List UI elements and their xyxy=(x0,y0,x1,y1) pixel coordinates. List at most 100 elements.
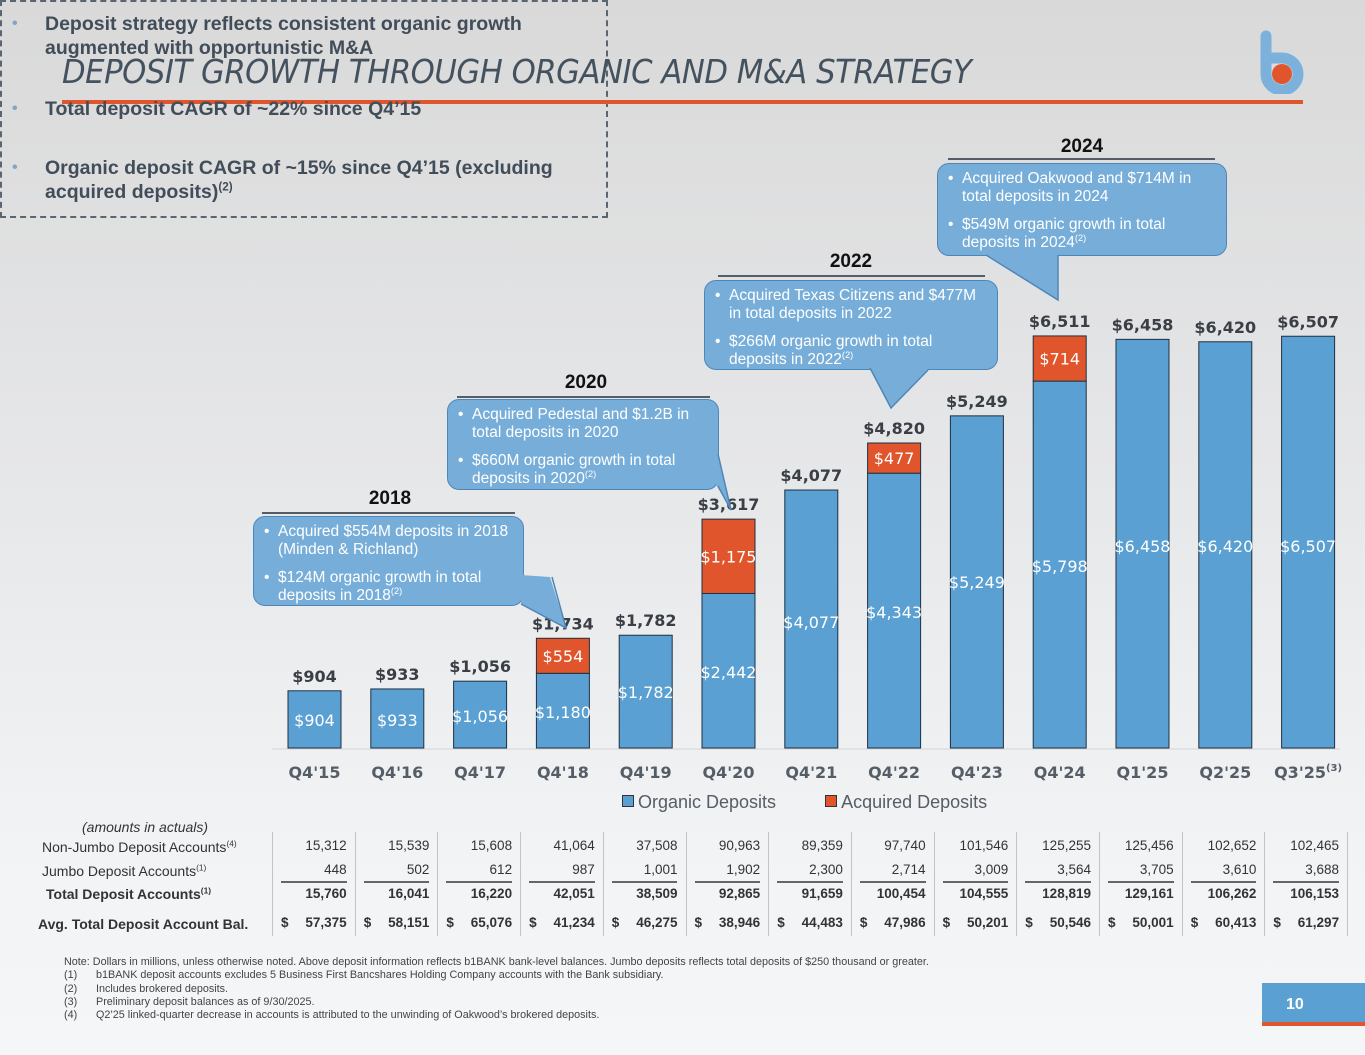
column-divider xyxy=(602,832,604,936)
currency-symbol: $ xyxy=(942,915,951,930)
table-cell: 1,902 xyxy=(726,862,761,877)
table-cell: 92,865 xyxy=(718,886,761,901)
table-cell: 2,714 xyxy=(891,862,926,877)
column-divider xyxy=(272,832,273,936)
table-cell: 3,688 xyxy=(1305,862,1340,877)
table-cell: 104,555 xyxy=(959,886,1009,901)
table-cell: 125,255 xyxy=(1042,838,1091,853)
bar-label-acquired: $714 xyxy=(1039,350,1080,369)
bar-label-organic: $4,343 xyxy=(866,603,922,622)
bar-label-acquired: $1,175 xyxy=(701,547,757,566)
bar-total-label: $1,056 xyxy=(449,657,511,676)
callout-2020: Acquired Pedestal and $1.2B in total dep… xyxy=(447,399,719,490)
callout-pointer xyxy=(869,367,930,410)
subtotal-underline xyxy=(281,881,347,883)
row-label-total: Total Deposit Accounts(1) xyxy=(46,885,212,902)
year-rule xyxy=(457,396,710,398)
callout-bullet: Acquired $554M deposits in 2018 (Minden … xyxy=(262,523,515,559)
callout-bullet: $124M organic growth in total deposits i… xyxy=(262,569,515,605)
currency-symbol: $ xyxy=(611,915,620,930)
table-cell: 60,413 xyxy=(1215,915,1257,930)
year-rule xyxy=(262,512,515,514)
callout-pointer xyxy=(700,452,732,511)
x-tick-label: Q4'20 xyxy=(703,763,755,782)
table-cell: 89,359 xyxy=(801,838,843,853)
bar-acquired xyxy=(701,518,756,594)
bar-organic xyxy=(784,489,839,749)
summary-text: Total deposit CAGR of ~22% since Q4’15 xyxy=(45,98,422,120)
bar-acquired xyxy=(535,637,590,674)
summary-item: • Total deposit CAGR of ~22% since Q4’15 xyxy=(12,97,597,121)
callout-bullet: Acquired Texas Citizens and $477M in tot… xyxy=(713,287,989,323)
callout-pointer xyxy=(984,253,1059,302)
column-divider xyxy=(520,832,522,936)
currency-symbol: $ xyxy=(1190,915,1199,930)
bullet-icon: • xyxy=(12,159,18,176)
table-cell: 61,297 xyxy=(1297,915,1340,930)
bar-organic xyxy=(287,690,342,749)
year-rule xyxy=(948,158,1215,160)
callout-bullet: Acquired Pedestal and $1.2B in total dep… xyxy=(456,406,710,442)
footnotes: Note: Dollars in millions, unless otherw… xyxy=(64,956,929,1022)
currency-symbol: $ xyxy=(281,915,289,930)
bar-total-label: $6,507 xyxy=(1277,312,1339,331)
x-tick-label: Q2'25 xyxy=(1199,763,1251,782)
x-tick-label: Q1'25 xyxy=(1117,763,1169,782)
column-divider xyxy=(768,832,770,936)
title-divider xyxy=(62,100,1303,104)
footnote-ref: (2) xyxy=(218,180,233,194)
table-cell: 106,153 xyxy=(1290,886,1340,901)
bar-organic xyxy=(618,634,673,749)
table-cell: 102,652 xyxy=(1207,838,1257,853)
bar-label-acquired: $477 xyxy=(874,449,915,468)
table-cell: 3,564 xyxy=(1057,862,1091,877)
legend-item-acquired: Acquired Deposits xyxy=(825,792,987,813)
b1bank-logo-icon xyxy=(1260,30,1304,94)
column-divider xyxy=(685,832,687,936)
table-cell: 57,375 xyxy=(305,915,347,930)
table-cell: 502 xyxy=(406,862,430,877)
subtotal-underline xyxy=(942,881,1009,883)
callout-year-2020: 2020 xyxy=(564,372,608,393)
bullet-icon: • xyxy=(12,15,18,32)
summary-item: • Organic deposit CAGR of ~15% since Q4’… xyxy=(12,156,597,204)
legend-swatch-icon xyxy=(622,795,634,807)
column-divider xyxy=(933,832,935,936)
table-cell: 125,456 xyxy=(1124,838,1174,853)
bar-total-label: $4,820 xyxy=(863,419,925,438)
table-cell: 15,539 xyxy=(388,838,430,853)
x-tick-label: Q4'21 xyxy=(785,763,837,782)
callout-2018: Acquired $554M deposits in 2018 (Minden … xyxy=(253,516,524,606)
table-cell: 41,064 xyxy=(553,838,595,853)
column-divider xyxy=(437,832,439,936)
subtotal-underline xyxy=(363,881,430,883)
summary-box: • Deposit strategy reflects consistent o… xyxy=(0,0,608,218)
table-cell: 3,009 xyxy=(974,862,1009,877)
table-cell: 90,963 xyxy=(718,838,761,853)
bullet-icon: • xyxy=(12,100,18,117)
table-cell: 3,705 xyxy=(1139,862,1174,877)
column-divider xyxy=(1347,832,1349,936)
year-rule xyxy=(718,275,985,277)
bar-label-organic: $6,420 xyxy=(1197,537,1253,556)
callout-year-2024: 2024 xyxy=(1060,136,1104,157)
summary-text: Deposit strategy reflects consistent org… xyxy=(45,13,522,59)
table-cell: 987 xyxy=(572,862,595,877)
x-tick-label: Q4'16 xyxy=(371,763,423,782)
table-cell: 50,546 xyxy=(1049,915,1091,930)
bar-total-label: $6,420 xyxy=(1194,318,1256,337)
table-cell: 102,465 xyxy=(1290,838,1340,853)
x-tick-label: Q4'22 xyxy=(868,763,920,782)
footnote: (2) Includes brokered deposits. xyxy=(64,982,229,995)
footnote: (3) Preliminary deposit balances as of 9/… xyxy=(64,995,315,1008)
table-cell: 91,659 xyxy=(801,886,843,901)
currency-symbol: $ xyxy=(1025,915,1033,930)
table-cell: 44,483 xyxy=(801,915,843,930)
bar-label-organic: $1,056 xyxy=(452,707,508,726)
bar-label-organic: $6,458 xyxy=(1115,537,1171,556)
bar-label-organic: $904 xyxy=(294,711,335,730)
callout-2022: Acquired Texas Citizens and $477M in tot… xyxy=(704,280,998,370)
table-cell: 37,508 xyxy=(636,838,678,853)
callout-bullet: $549M organic growth in total deposits i… xyxy=(946,216,1218,252)
page-number-box: 10 xyxy=(1262,983,1365,1026)
